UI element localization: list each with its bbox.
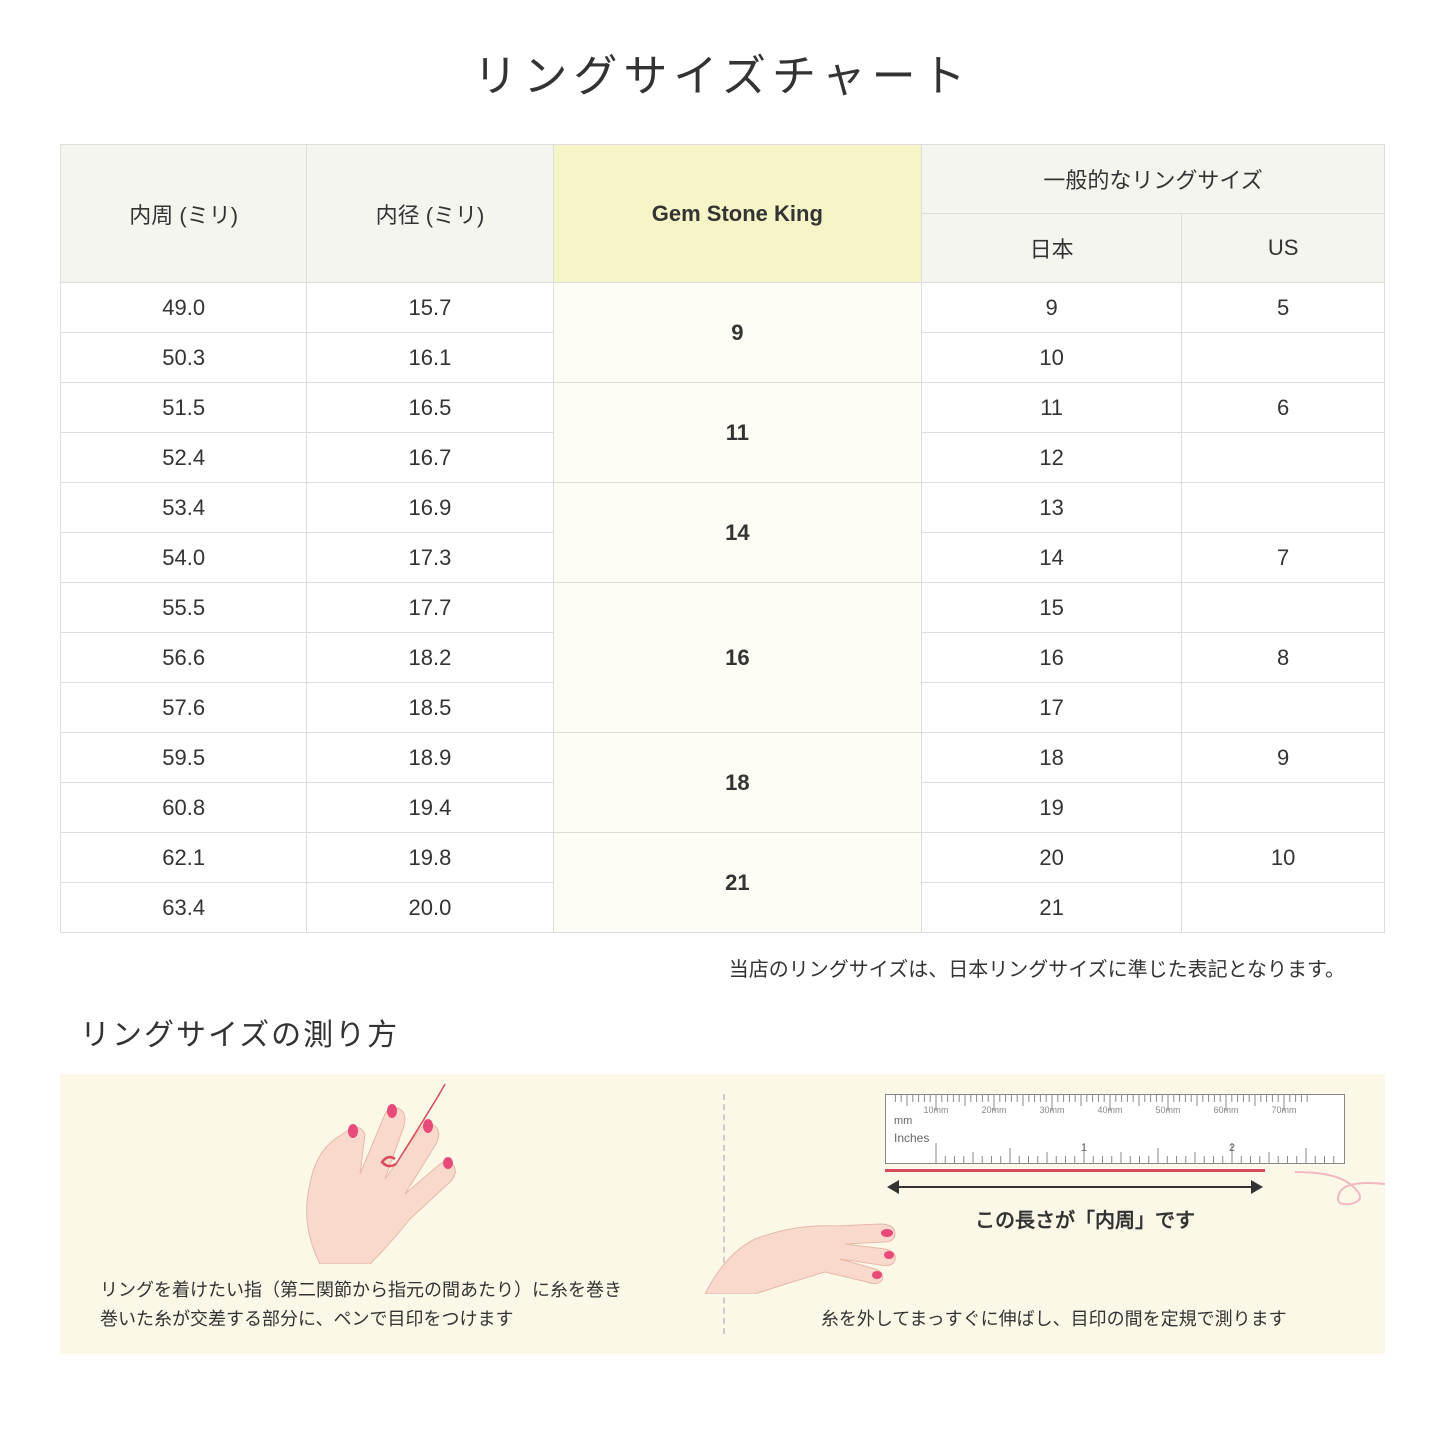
cell-us: 6 [1182, 383, 1385, 433]
cell-us [1182, 683, 1385, 733]
cell-diameter: 15.7 [307, 283, 553, 333]
cell-circumference: 62.1 [61, 833, 307, 883]
cell-japan: 13 [922, 483, 1182, 533]
cell-japan: 14 [922, 533, 1182, 583]
svg-text:50mm: 50mm [1155, 1105, 1180, 1115]
header-general: 一般的なリングサイズ [922, 145, 1385, 214]
cell-us [1182, 433, 1385, 483]
cell-circumference: 59.5 [61, 733, 307, 783]
cell-circumference: 49.0 [61, 283, 307, 333]
cell-circumference: 53.4 [61, 483, 307, 533]
cell-japan: 11 [922, 383, 1182, 433]
instruction-step-2: 10mm20mm30mm40mm50mm60mm70mm mm Inches 1… [723, 1074, 1386, 1354]
svg-text:60mm: 60mm [1213, 1105, 1238, 1115]
cell-circumference: 57.6 [61, 683, 307, 733]
instructions-title: リングサイズの測り方 [80, 1010, 1385, 1054]
hand-hold-illustration [705, 1154, 905, 1294]
cell-us [1182, 333, 1385, 383]
cell-diameter: 18.5 [307, 683, 553, 733]
instruction-text-2: 糸を外してまっすぐに伸ばし、目印の間を定規で測ります [783, 1305, 1326, 1334]
cell-us: 5 [1182, 283, 1385, 333]
svg-text:40mm: 40mm [1097, 1105, 1122, 1115]
cell-japan: 19 [922, 783, 1182, 833]
svg-text:70mm: 70mm [1271, 1105, 1296, 1115]
arrow-right-icon [1251, 1180, 1263, 1194]
svg-text:2: 2 [1229, 1142, 1235, 1154]
cell-us: 7 [1182, 533, 1385, 583]
cell-circumference: 55.5 [61, 583, 307, 633]
instruction-text-1: リングを着けたい指（第二関節から指元の間あたり）に糸を巻き巻いた糸が交差する部分… [100, 1276, 683, 1334]
cell-circumference: 54.0 [61, 533, 307, 583]
cell-gsk: 14 [553, 483, 921, 583]
table-row: 51.516.511116 [61, 383, 1385, 433]
cell-diameter: 17.7 [307, 583, 553, 633]
instructions-panel: リングを着けたい指（第二関節から指元の間あたり）に糸を巻き巻いた糸が交差する部分… [60, 1074, 1385, 1354]
ring-size-table: 内周 (ミリ) 内径 (ミリ) Gem Stone King 一般的なリングサイ… [60, 144, 1385, 933]
thread-curl [1295, 1154, 1395, 1214]
cell-diameter: 16.1 [307, 333, 553, 383]
cell-japan: 21 [922, 883, 1182, 933]
cell-japan: 10 [922, 333, 1182, 383]
cell-circumference: 63.4 [61, 883, 307, 933]
svg-text:30mm: 30mm [1039, 1105, 1064, 1115]
header-gsk: Gem Stone King [553, 145, 921, 283]
cell-circumference: 51.5 [61, 383, 307, 433]
header-us: US [1182, 214, 1385, 283]
cell-gsk: 11 [553, 383, 921, 483]
cell-diameter: 16.9 [307, 483, 553, 533]
cell-japan: 12 [922, 433, 1182, 483]
cell-diameter: 18.9 [307, 733, 553, 783]
cell-us [1182, 583, 1385, 633]
cell-diameter: 18.2 [307, 633, 553, 683]
cell-circumference: 60.8 [61, 783, 307, 833]
header-diameter: 内径 (ミリ) [307, 145, 553, 283]
svg-text:10mm: 10mm [923, 1105, 948, 1115]
measurement-arrow [895, 1186, 1255, 1188]
cell-gsk: 21 [553, 833, 921, 933]
table-row: 53.416.91413 [61, 483, 1385, 533]
cell-us [1182, 483, 1385, 533]
cell-diameter: 17.3 [307, 533, 553, 583]
cell-japan: 18 [922, 733, 1182, 783]
cell-japan: 16 [922, 633, 1182, 683]
cell-circumference: 52.4 [61, 433, 307, 483]
header-circumference: 内周 (ミリ) [61, 145, 307, 283]
cell-japan: 17 [922, 683, 1182, 733]
thread-line [885, 1169, 1265, 1172]
svg-text:20mm: 20mm [981, 1105, 1006, 1115]
ruler-illustration: 10mm20mm30mm40mm50mm60mm70mm mm Inches 1… [885, 1094, 1345, 1164]
cell-circumference: 50.3 [61, 333, 307, 383]
instruction-step-1: リングを着けたい指（第二関節から指元の間あたり）に糸を巻き巻いた糸が交差する部分… [60, 1074, 723, 1354]
cell-gsk: 16 [553, 583, 921, 733]
cell-japan: 15 [922, 583, 1182, 633]
cell-diameter: 16.5 [307, 383, 553, 433]
cell-diameter: 19.4 [307, 783, 553, 833]
cell-diameter: 19.8 [307, 833, 553, 883]
table-row: 62.119.8212010 [61, 833, 1385, 883]
cell-japan: 20 [922, 833, 1182, 883]
cell-us: 9 [1182, 733, 1385, 783]
cell-gsk: 18 [553, 733, 921, 833]
page-title: リングサイズチャート [60, 40, 1385, 104]
cell-us: 8 [1182, 633, 1385, 683]
cell-japan: 9 [922, 283, 1182, 333]
cell-diameter: 16.7 [307, 433, 553, 483]
cell-diameter: 20.0 [307, 883, 553, 933]
table-row: 59.518.918189 [61, 733, 1385, 783]
cell-us [1182, 883, 1385, 933]
cell-us: 10 [1182, 833, 1385, 883]
cell-circumference: 56.6 [61, 633, 307, 683]
hand-wrap-illustration [240, 1084, 480, 1264]
arrow-caption: この長さが「内周」です [905, 1204, 1265, 1233]
svg-text:1: 1 [1081, 1142, 1087, 1154]
ruler-mm-label: mm [894, 1115, 912, 1127]
table-row: 55.517.71615 [61, 583, 1385, 633]
cell-gsk: 9 [553, 283, 921, 383]
cell-us [1182, 783, 1385, 833]
header-japan: 日本 [922, 214, 1182, 283]
table-row: 49.015.7995 [61, 283, 1385, 333]
table-note: 当店のリングサイズは、日本リングサイズに準じた表記となります。 [60, 953, 1385, 982]
